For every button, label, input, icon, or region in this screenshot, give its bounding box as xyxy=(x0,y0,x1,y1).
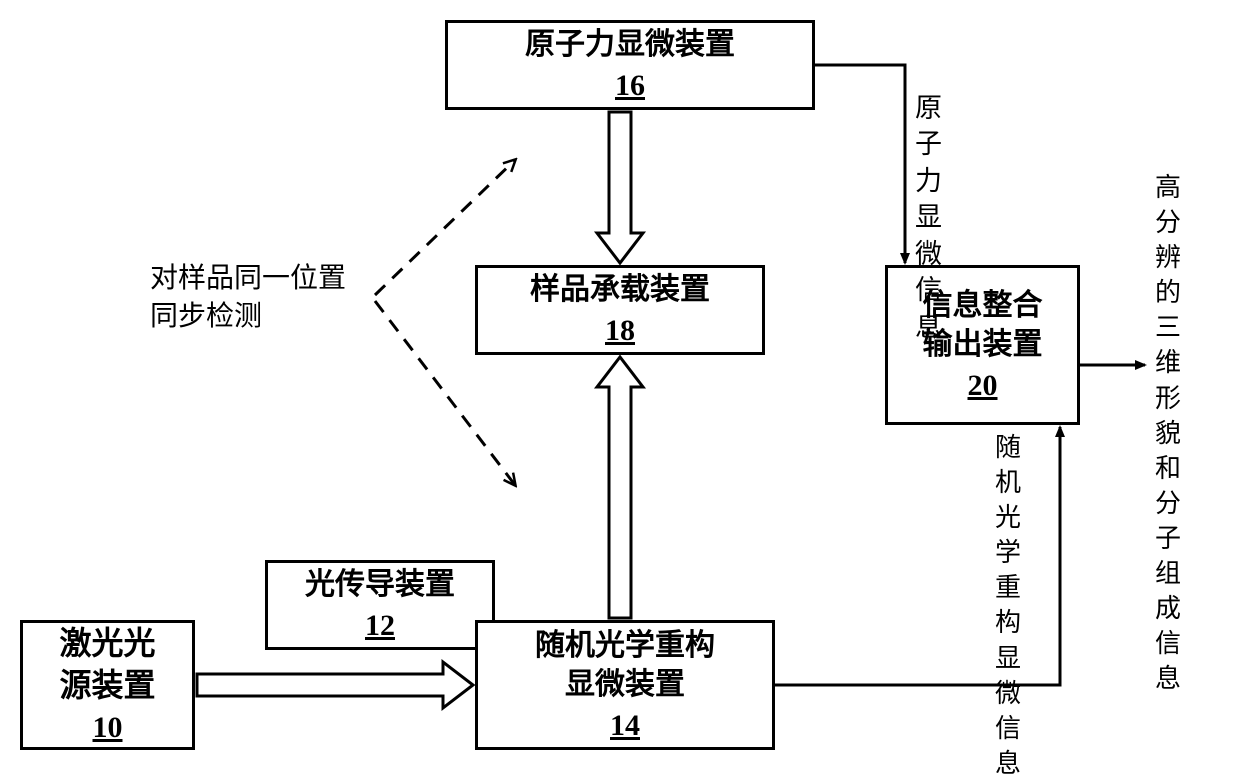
light-title: 光传导装置 xyxy=(305,565,455,604)
output-info-label: 高 分 辨 的 三 维 形 貌 和 分 子 组 成 信 息 xyxy=(1155,170,1181,696)
sync-detect-label: 对样品同一位置 同步检测 xyxy=(150,260,346,336)
afm-num: 16 xyxy=(615,66,645,105)
storm-num: 14 xyxy=(610,706,640,745)
info-num: 20 xyxy=(968,366,998,405)
storm-info-label: 随 机 光 学 重 构 显 微 信 息 xyxy=(995,430,1021,781)
storm-device-box: 随机光学重构 显微装置 14 xyxy=(475,620,775,750)
sample-title: 样品承载装置 xyxy=(530,270,710,309)
light-guide-box: 光传导装置 12 xyxy=(265,560,495,650)
laser-source-box: 激光光 源装置 10 xyxy=(20,620,195,750)
afm-title: 原子力显微装置 xyxy=(525,25,735,64)
afm-device-box: 原子力显微装置 16 xyxy=(445,20,815,110)
afm-info-label: 原 子 力 显 微 信 息 xyxy=(915,90,942,345)
laser-title: 激光光 源装置 xyxy=(59,623,155,706)
light-num: 12 xyxy=(365,606,395,645)
laser-num: 10 xyxy=(93,708,123,747)
storm-title: 随机光学重构 显微装置 xyxy=(535,626,715,704)
sample-carrier-box: 样品承载装置 18 xyxy=(475,265,765,355)
sample-num: 18 xyxy=(605,311,635,350)
